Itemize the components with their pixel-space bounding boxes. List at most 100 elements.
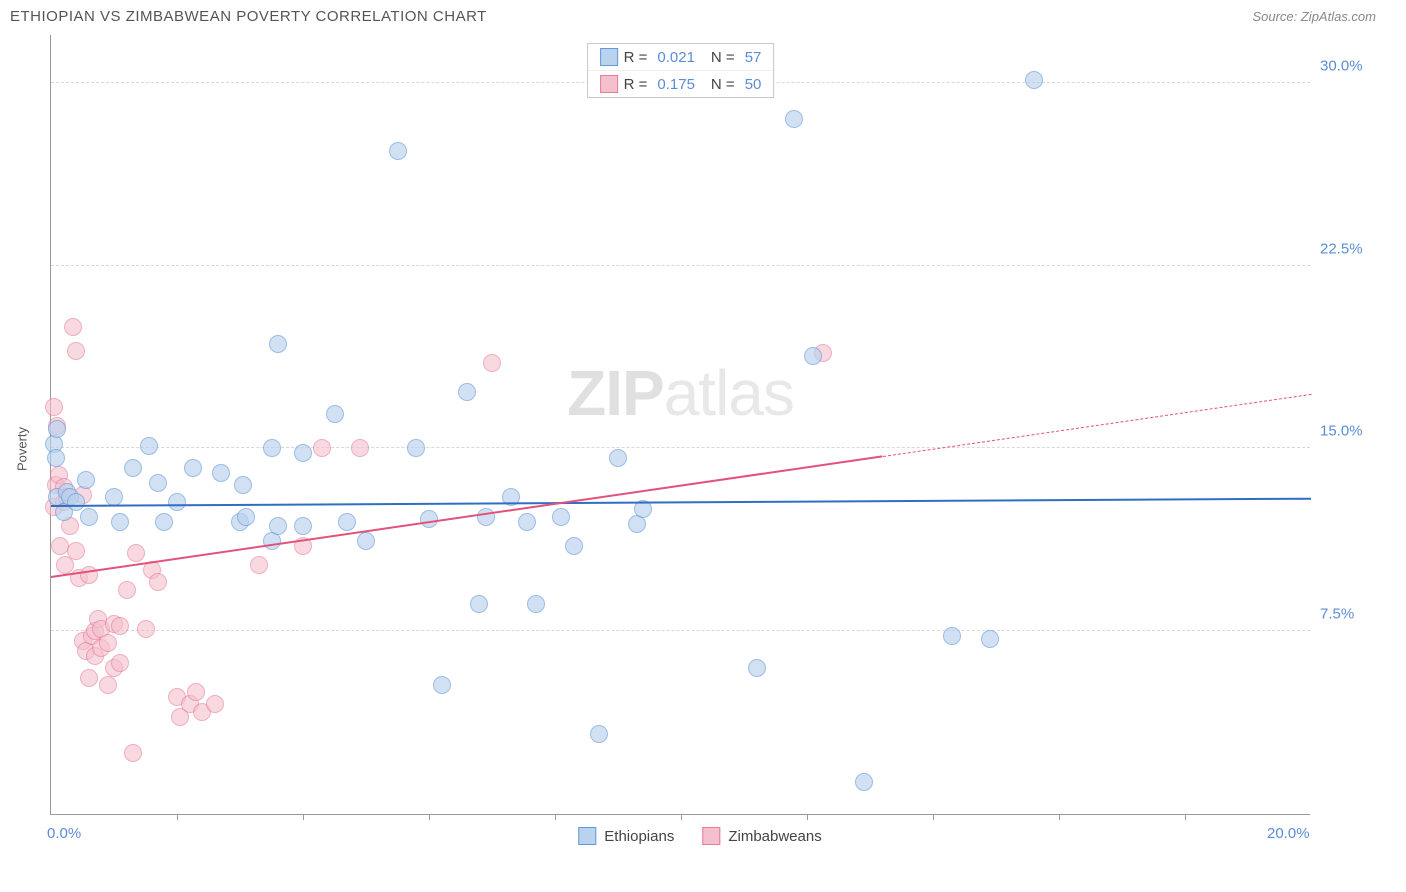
data-point-ethiopians <box>748 659 766 677</box>
x-tick <box>933 814 934 820</box>
data-point-ethiopians <box>111 513 129 531</box>
data-point-ethiopians <box>269 517 287 535</box>
data-point-ethiopians <box>590 725 608 743</box>
data-point-ethiopians <box>458 383 476 401</box>
swatch-ethiopians <box>578 827 596 845</box>
data-point-ethiopians <box>168 493 186 511</box>
data-point-ethiopians <box>105 488 123 506</box>
data-point-zimbabweans <box>313 439 331 457</box>
data-point-ethiopians <box>855 773 873 791</box>
data-point-ethiopians <box>155 513 173 531</box>
data-point-zimbabweans <box>206 695 224 713</box>
x-tick <box>303 814 304 820</box>
r-value-ethiopians: 0.021 <box>657 49 695 66</box>
legend-item-ethiopians: Ethiopians <box>578 827 674 845</box>
x-tick <box>429 814 430 820</box>
r-value-zimbabweans: 0.175 <box>657 76 695 93</box>
chart-header: ETHIOPIAN VS ZIMBABWEAN POVERTY CORRELAT… <box>0 0 1406 29</box>
x-tick <box>807 814 808 820</box>
gridline <box>51 265 1310 266</box>
data-point-ethiopians <box>234 476 252 494</box>
data-point-zimbabweans <box>80 669 98 687</box>
data-point-ethiopians <box>338 513 356 531</box>
data-point-zimbabweans <box>111 617 129 635</box>
data-point-ethiopians <box>518 513 536 531</box>
x-tick <box>177 814 178 820</box>
x-tick-label: 0.0% <box>47 825 81 842</box>
legend-label-zimbabweans: Zimbabweans <box>728 828 821 845</box>
data-point-ethiopians <box>237 508 255 526</box>
data-point-zimbabweans <box>351 439 369 457</box>
data-point-ethiopians <box>263 439 281 457</box>
data-point-ethiopians <box>140 437 158 455</box>
data-point-zimbabweans <box>137 620 155 638</box>
data-point-ethiopians <box>1025 71 1043 89</box>
x-tick <box>681 814 682 820</box>
n-label: N = <box>711 76 735 93</box>
data-point-ethiopians <box>184 459 202 477</box>
data-point-ethiopians <box>294 444 312 462</box>
data-point-ethiopians <box>212 464 230 482</box>
n-label: N = <box>711 49 735 66</box>
plot-area: ZIPatlas R = 0.021 N = 57 R = 0.175 N = … <box>50 35 1310 815</box>
data-point-ethiopians <box>47 449 65 467</box>
y-tick-label: 22.5% <box>1320 240 1380 257</box>
data-point-ethiopians <box>565 537 583 555</box>
gridline <box>51 630 1310 631</box>
n-value-ethiopians: 57 <box>745 49 762 66</box>
data-point-ethiopians <box>357 532 375 550</box>
watermark-bold: ZIP <box>567 357 664 429</box>
data-point-zimbabweans <box>118 581 136 599</box>
chart-container: Poverty ZIPatlas R = 0.021 N = 57 R = 0.… <box>10 29 1390 869</box>
data-point-zimbabweans <box>67 542 85 560</box>
x-tick <box>1059 814 1060 820</box>
source-attribution: Source: ZipAtlas.com <box>1252 9 1376 24</box>
y-tick-label: 30.0% <box>1320 57 1380 74</box>
data-point-ethiopians <box>149 474 167 492</box>
data-point-zimbabweans <box>127 544 145 562</box>
r-label: R = <box>624 76 648 93</box>
data-point-ethiopians <box>124 459 142 477</box>
data-point-zimbabweans <box>250 556 268 574</box>
data-point-ethiopians <box>420 510 438 528</box>
data-point-zimbabweans <box>149 573 167 591</box>
watermark: ZIPatlas <box>567 356 794 430</box>
data-point-ethiopians <box>527 595 545 613</box>
data-point-ethiopians <box>48 420 66 438</box>
x-tick <box>555 814 556 820</box>
data-point-ethiopians <box>294 517 312 535</box>
data-point-ethiopians <box>804 347 822 365</box>
data-point-zimbabweans <box>45 398 63 416</box>
gridline <box>51 447 1310 448</box>
source-name: ZipAtlas.com <box>1301 9 1376 24</box>
n-value-zimbabweans: 50 <box>745 76 762 93</box>
data-point-ethiopians <box>943 627 961 645</box>
y-tick-label: 7.5% <box>1320 606 1380 623</box>
chart-title: ETHIOPIAN VS ZIMBABWEAN POVERTY CORRELAT… <box>10 8 487 25</box>
correlation-row-zimbabweans: R = 0.175 N = 50 <box>588 70 774 97</box>
data-point-ethiopians <box>269 335 287 353</box>
trend-line <box>51 455 883 578</box>
data-point-ethiopians <box>477 508 495 526</box>
y-axis-label: Poverty <box>15 427 30 471</box>
data-point-zimbabweans <box>67 342 85 360</box>
swatch-ethiopians <box>600 48 618 66</box>
data-point-ethiopians <box>552 508 570 526</box>
x-tick <box>1185 814 1186 820</box>
data-point-ethiopians <box>433 676 451 694</box>
data-point-zimbabweans <box>111 654 129 672</box>
legend-label-ethiopians: Ethiopians <box>604 828 674 845</box>
correlation-legend: R = 0.021 N = 57 R = 0.175 N = 50 <box>587 43 775 98</box>
data-point-ethiopians <box>67 493 85 511</box>
correlation-row-ethiopians: R = 0.021 N = 57 <box>588 44 774 70</box>
data-point-zimbabweans <box>187 683 205 701</box>
data-point-zimbabweans <box>483 354 501 372</box>
data-point-zimbabweans <box>99 676 117 694</box>
series-legend: Ethiopians Zimbabweans <box>578 827 821 845</box>
data-point-ethiopians <box>389 142 407 160</box>
watermark-rest: atlas <box>664 357 794 429</box>
data-point-ethiopians <box>470 595 488 613</box>
data-point-ethiopians <box>326 405 344 423</box>
swatch-zimbabweans <box>702 827 720 845</box>
r-label: R = <box>624 49 648 66</box>
